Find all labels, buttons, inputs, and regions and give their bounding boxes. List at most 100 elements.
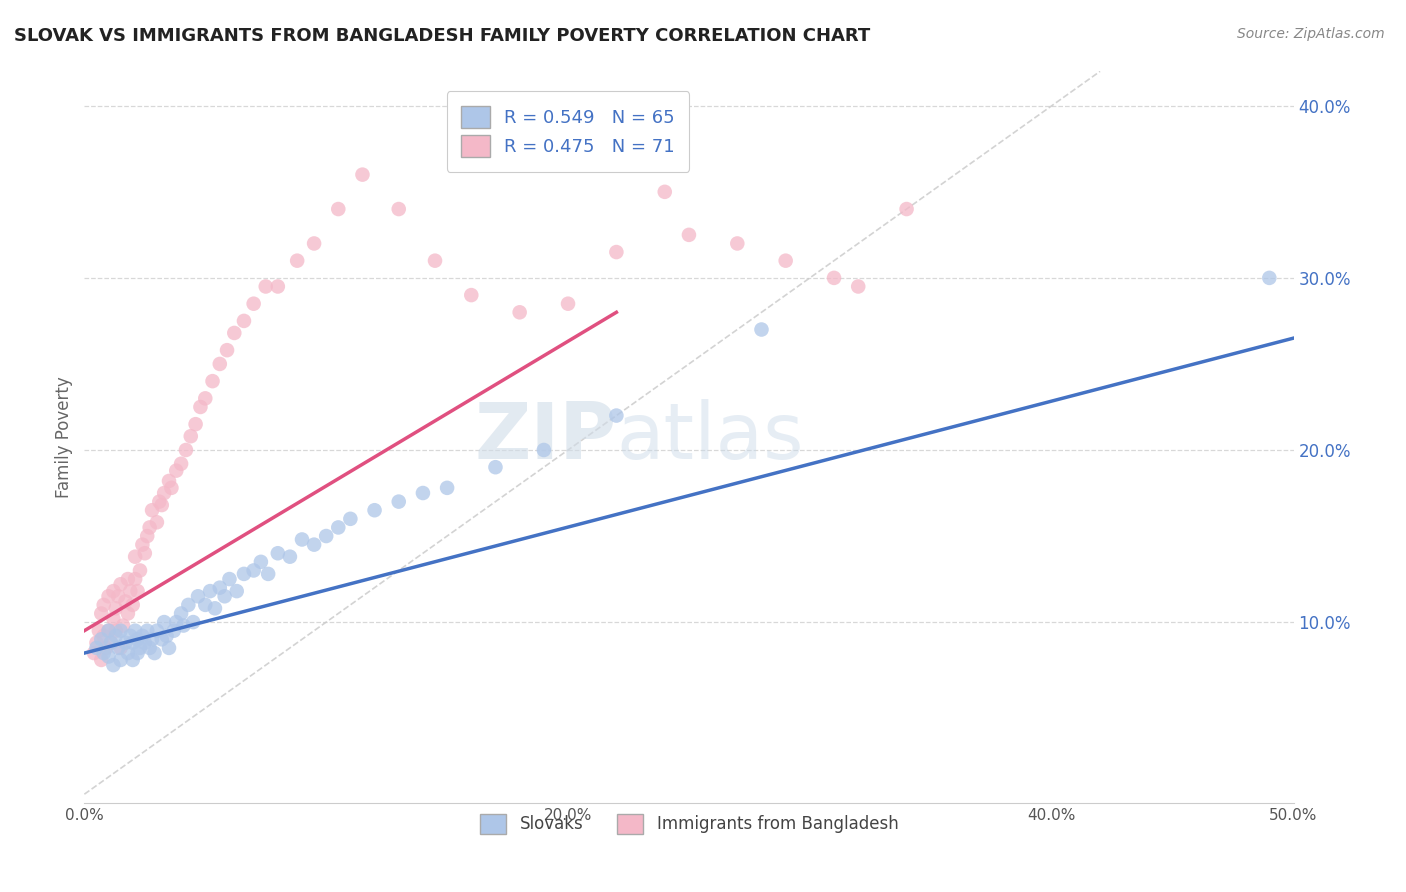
Point — [254, 279, 277, 293]
Point — [110, 577, 132, 591]
Point — [460, 288, 482, 302]
Point — [131, 538, 153, 552]
Point — [775, 253, 797, 268]
Point — [155, 629, 177, 643]
Point — [110, 624, 132, 638]
Point — [143, 646, 166, 660]
Point — [233, 314, 256, 328]
Point — [484, 460, 506, 475]
Point — [823, 271, 845, 285]
Point — [97, 589, 120, 603]
Point — [184, 417, 207, 432]
Point — [127, 646, 149, 660]
Point — [93, 598, 115, 612]
Point — [214, 589, 236, 603]
Point — [138, 520, 160, 534]
Point — [233, 566, 256, 581]
Point — [180, 429, 202, 443]
Point — [170, 457, 193, 471]
Point — [190, 400, 212, 414]
Point — [94, 640, 117, 655]
Point — [1258, 271, 1281, 285]
Point — [436, 481, 458, 495]
Point — [194, 598, 217, 612]
Point — [121, 636, 143, 650]
Point — [117, 646, 139, 660]
Point — [725, 236, 748, 251]
Point — [302, 236, 325, 251]
Point — [114, 594, 136, 608]
Point — [165, 464, 187, 478]
Point — [194, 392, 217, 406]
Point — [104, 601, 127, 615]
Point — [605, 409, 627, 423]
Point — [328, 202, 350, 216]
Point — [110, 653, 132, 667]
Point — [97, 649, 120, 664]
Text: ZIP: ZIP — [474, 399, 616, 475]
Point — [90, 607, 112, 621]
Point — [87, 624, 110, 638]
Point — [120, 629, 142, 643]
Point — [150, 498, 173, 512]
Point — [100, 636, 122, 650]
Point — [93, 646, 115, 660]
Point — [134, 546, 156, 560]
Point — [678, 227, 700, 242]
Point — [896, 202, 918, 216]
Point — [242, 564, 264, 578]
Point — [124, 572, 146, 586]
Point — [141, 632, 163, 647]
Point — [107, 640, 129, 655]
Point — [291, 533, 314, 547]
Point — [302, 538, 325, 552]
Point — [103, 584, 125, 599]
Y-axis label: Family Poverty: Family Poverty — [55, 376, 73, 498]
Point — [86, 640, 108, 655]
Text: Source: ZipAtlas.com: Source: ZipAtlas.com — [1237, 27, 1385, 41]
Point — [250, 555, 273, 569]
Point — [363, 503, 385, 517]
Point — [388, 494, 411, 508]
Point — [114, 636, 136, 650]
Point — [285, 253, 308, 268]
Point — [173, 618, 195, 632]
Point — [112, 618, 135, 632]
Point — [121, 598, 143, 612]
Point — [157, 640, 180, 655]
Point — [278, 549, 301, 564]
Point — [146, 624, 169, 638]
Point — [86, 636, 108, 650]
Point — [97, 624, 120, 638]
Point — [170, 607, 193, 621]
Point — [267, 279, 290, 293]
Point — [107, 589, 129, 603]
Point — [174, 442, 197, 457]
Point — [267, 546, 290, 560]
Point — [117, 572, 139, 586]
Point — [751, 322, 773, 336]
Point — [124, 624, 146, 638]
Point — [654, 185, 676, 199]
Point — [208, 357, 231, 371]
Point — [225, 584, 247, 599]
Point — [315, 529, 337, 543]
Point — [97, 624, 120, 638]
Point — [148, 494, 170, 508]
Point — [120, 584, 142, 599]
Point — [153, 486, 176, 500]
Text: atlas: atlas — [616, 399, 804, 475]
Point — [557, 296, 579, 310]
Point — [846, 279, 869, 293]
Point — [165, 615, 187, 629]
Point — [129, 640, 152, 655]
Point — [83, 646, 105, 660]
Point — [157, 474, 180, 488]
Point — [328, 520, 350, 534]
Point — [127, 632, 149, 647]
Point — [121, 653, 143, 667]
Point — [131, 629, 153, 643]
Point — [136, 529, 159, 543]
Point — [141, 503, 163, 517]
Point — [201, 374, 224, 388]
